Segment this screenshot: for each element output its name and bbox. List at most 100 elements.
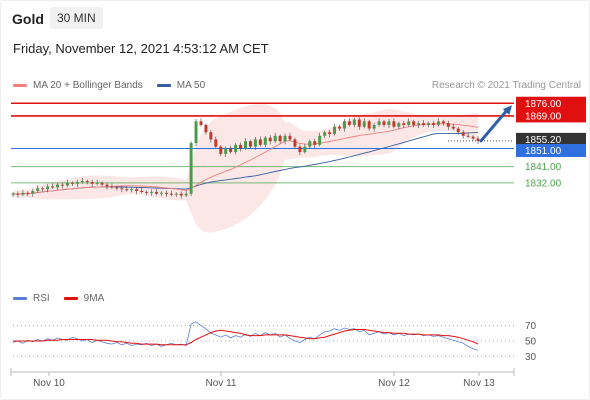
candle-body (387, 121, 391, 125)
candle-body (466, 135, 470, 137)
candle-body (184, 193, 188, 196)
candle-body (110, 186, 114, 188)
candle-body (323, 132, 327, 136)
candle-body (318, 135, 322, 145)
candle-body (308, 141, 312, 147)
candle-body (209, 132, 213, 140)
candle-body (293, 139, 297, 147)
candle-body (352, 119, 356, 125)
candle-body (347, 121, 351, 125)
main-legend: MA 20 + Bollinger Bands MA 50 (13, 80, 213, 91)
candle-body (179, 193, 183, 196)
level-label-1855.20: 1855.20 (525, 135, 562, 146)
candle-body (362, 121, 366, 127)
candle-body (115, 187, 119, 189)
candle-body (273, 135, 277, 142)
rsi-tick-label-70: 70 (525, 321, 537, 332)
candle-body (392, 121, 396, 127)
legend-ma20-label: MA 20 + Bollinger Bands (33, 80, 143, 91)
candle-body (338, 126, 341, 129)
candle-body (283, 135, 287, 142)
candle-body (75, 181, 79, 184)
candle-body (342, 121, 346, 129)
rsi-tick-label-50: 50 (525, 337, 537, 348)
rsi-tick-label-30: 30 (525, 352, 537, 363)
candle-body (412, 121, 416, 125)
candle-body (436, 121, 440, 125)
candle-body (36, 188, 40, 191)
candle-body (31, 191, 35, 194)
rsi-series-9MA (13, 329, 479, 346)
level-label-1869.00: 1869.00 (525, 112, 562, 123)
candle-body (80, 181, 84, 183)
interval-badge[interactable]: 30 MIN (50, 7, 103, 29)
legend-ma50: MA 50 (156, 80, 206, 91)
candle-body (258, 139, 262, 145)
candle-body (367, 121, 371, 129)
candle-body (51, 186, 55, 188)
candle-body (407, 121, 411, 125)
forecast-arrow-shaft (479, 108, 509, 143)
legend-ma50-swatch (156, 84, 171, 87)
candle-body (402, 123, 406, 125)
candle-body (56, 184, 60, 188)
level-box-1855.20 (516, 132, 586, 146)
candle-body (16, 193, 20, 195)
legend-rsi: RSI (13, 293, 50, 304)
candle-body (224, 148, 228, 154)
candle-body (70, 182, 74, 184)
candle-body (441, 121, 445, 124)
candle-body (65, 182, 69, 186)
level-label-1841.00: 1841.00 (525, 162, 562, 173)
candle-body (194, 121, 198, 144)
candle-body (154, 191, 158, 194)
x-tick-label-Nov-12: Nov 12 (378, 378, 410, 389)
level-box-1876.00 (516, 96, 586, 110)
legend-9ma-swatch (63, 297, 78, 300)
candle-body (125, 189, 129, 191)
candle-body (169, 193, 173, 195)
candle-body (417, 123, 421, 125)
candle-body (46, 186, 50, 190)
level-box-1851.00 (516, 143, 586, 157)
candle-body (333, 126, 337, 134)
candle-body (60, 184, 64, 186)
x-tick-label-Nov-13: Nov 13 (463, 378, 495, 389)
candle-body (456, 128, 460, 133)
candle-body (253, 139, 257, 147)
legend-ma50-label: MA 50 (176, 80, 206, 91)
candle-body (229, 148, 233, 153)
candle-body (382, 121, 386, 125)
candle-body (145, 191, 149, 193)
forecast-arrow-head (502, 105, 512, 115)
legend-9ma: 9MA (63, 293, 105, 304)
candle-body (135, 189, 139, 191)
legend-rsi-swatch (13, 297, 27, 300)
candle-body (471, 136, 475, 139)
candle-body (41, 188, 45, 190)
candle-body (95, 182, 99, 184)
legend-9ma-label: 9MA (83, 293, 105, 304)
candle-body (219, 146, 223, 154)
candle-body (164, 192, 168, 194)
level-box-1869.00 (516, 109, 586, 123)
candle-body (26, 192, 30, 194)
candle-body (105, 184, 109, 187)
legend-ma20-swatch (13, 84, 27, 87)
candle-body (189, 143, 193, 194)
candle-body (263, 137, 267, 145)
level-label-1851.00: 1851.00 (525, 146, 562, 157)
research-credit: Research © 2021 Trading Central (431, 80, 581, 91)
legend-rsi-label: RSI (33, 293, 50, 304)
candle-body (268, 137, 272, 142)
candle-body (21, 192, 25, 195)
candle-body (140, 191, 144, 192)
candle-body (357, 119, 361, 127)
candle-body (159, 192, 163, 194)
level-label-1832.00: 1832.00 (525, 178, 562, 189)
candle-body (372, 124, 376, 129)
candle-body (214, 139, 218, 147)
candle-body (100, 182, 104, 185)
x-tick-label-Nov-11: Nov 11 (206, 378, 237, 389)
